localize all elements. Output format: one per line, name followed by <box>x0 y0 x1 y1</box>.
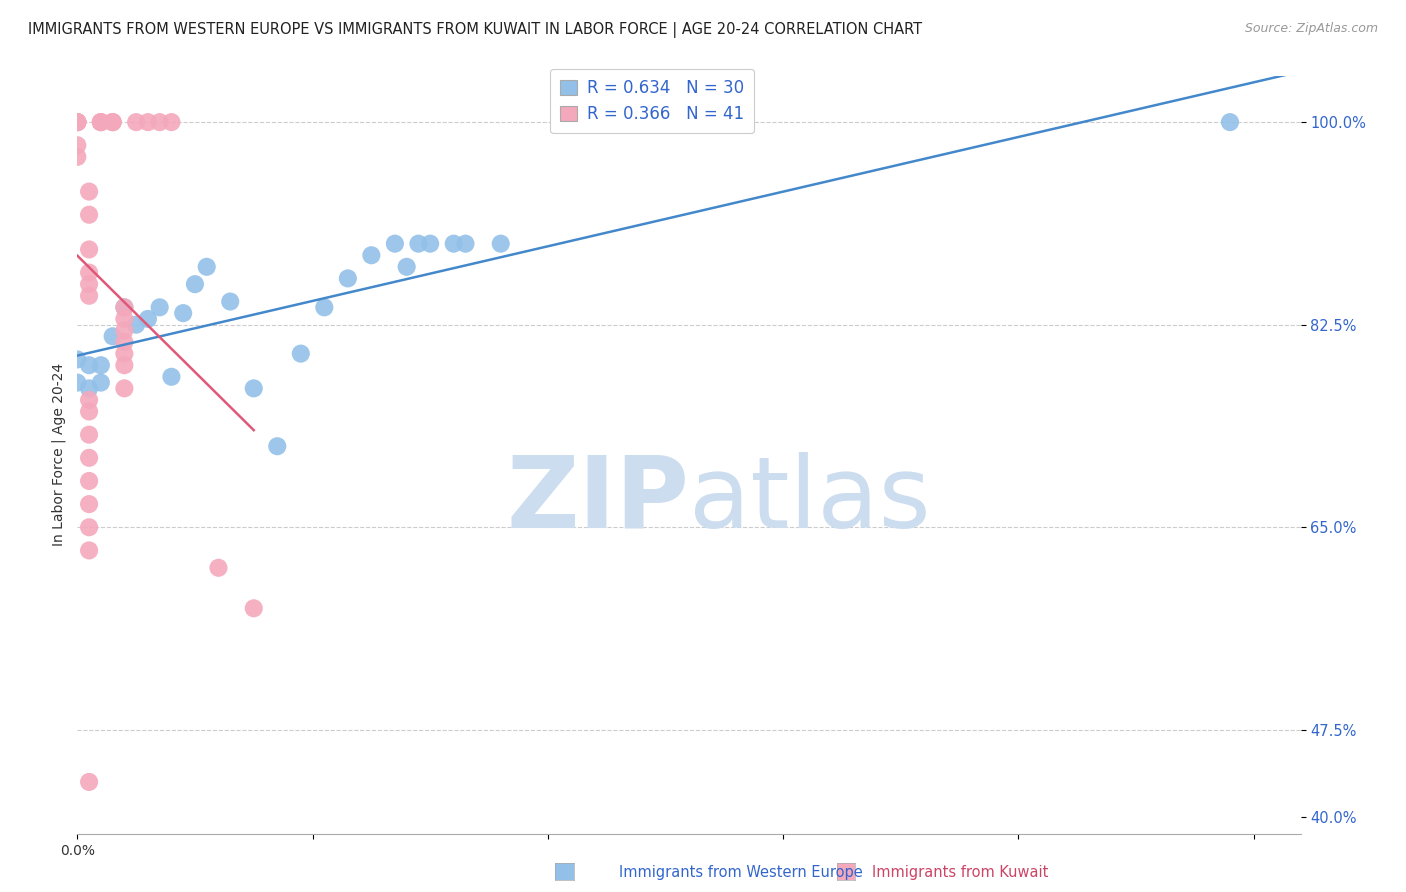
Point <box>195 260 218 274</box>
Point <box>454 236 477 251</box>
Point <box>77 775 100 789</box>
Point <box>160 369 183 384</box>
Point <box>489 236 512 251</box>
Point <box>90 115 112 129</box>
Point <box>77 185 100 199</box>
Point <box>77 243 100 257</box>
Point <box>66 115 89 129</box>
Point <box>101 329 124 343</box>
Y-axis label: In Labor Force | Age 20-24: In Labor Force | Age 20-24 <box>52 363 66 547</box>
Point <box>77 450 100 465</box>
Point <box>90 376 112 390</box>
Point <box>112 301 135 315</box>
Point <box>77 358 100 372</box>
Point <box>66 352 89 367</box>
Point <box>90 358 112 372</box>
Point <box>77 289 100 303</box>
Text: Immigrants from Kuwait: Immigrants from Kuwait <box>872 865 1047 880</box>
Point <box>266 439 288 453</box>
Point <box>66 115 89 129</box>
Legend: R = 0.634   N = 30, R = 0.366   N = 41: R = 0.634 N = 30, R = 0.366 N = 41 <box>551 69 754 133</box>
Point <box>125 318 148 332</box>
Point <box>77 208 100 222</box>
Point <box>66 138 89 153</box>
Point <box>101 115 124 129</box>
Point <box>66 376 89 390</box>
Point <box>395 260 418 274</box>
Point <box>66 115 89 129</box>
Point <box>360 248 382 262</box>
Point <box>66 115 89 129</box>
Point <box>101 115 124 129</box>
Text: IMMIGRANTS FROM WESTERN EUROPE VS IMMIGRANTS FROM KUWAIT IN LABOR FORCE | AGE 20: IMMIGRANTS FROM WESTERN EUROPE VS IMMIGR… <box>28 22 922 38</box>
Point <box>290 346 312 360</box>
Point <box>77 404 100 418</box>
Point <box>136 115 159 129</box>
Text: Immigrants from Western Europe: Immigrants from Western Europe <box>619 865 862 880</box>
Point <box>172 306 194 320</box>
Point <box>125 115 148 129</box>
Point <box>77 543 100 558</box>
Point <box>443 236 465 251</box>
Point <box>77 520 100 534</box>
Point <box>419 236 441 251</box>
Text: atlas: atlas <box>689 452 931 549</box>
Point <box>90 115 112 129</box>
Point <box>77 427 100 442</box>
Point <box>112 312 135 326</box>
Point <box>66 150 89 164</box>
Point <box>77 474 100 488</box>
Point <box>66 115 89 129</box>
Point <box>408 236 430 251</box>
Point <box>384 236 406 251</box>
Point <box>149 301 172 315</box>
Text: Source: ZipAtlas.com: Source: ZipAtlas.com <box>1244 22 1378 36</box>
Point <box>101 115 124 129</box>
Point <box>1219 115 1241 129</box>
Point <box>112 381 135 395</box>
Point <box>112 346 135 360</box>
Point <box>314 301 336 315</box>
Point <box>77 381 100 395</box>
Point <box>336 271 359 285</box>
Point <box>184 277 207 292</box>
Point <box>112 301 135 315</box>
Point <box>77 392 100 407</box>
Point <box>136 312 159 326</box>
Point <box>160 115 183 129</box>
Point <box>112 334 135 349</box>
Text: ZIP: ZIP <box>506 452 689 549</box>
Point <box>219 294 242 309</box>
Point <box>112 323 135 337</box>
Point <box>77 277 100 292</box>
Point <box>112 358 135 372</box>
Point <box>77 497 100 511</box>
Point <box>149 115 172 129</box>
Point <box>207 561 229 575</box>
Point <box>77 266 100 280</box>
Point <box>242 601 264 615</box>
Point <box>242 381 264 395</box>
Point <box>90 115 112 129</box>
